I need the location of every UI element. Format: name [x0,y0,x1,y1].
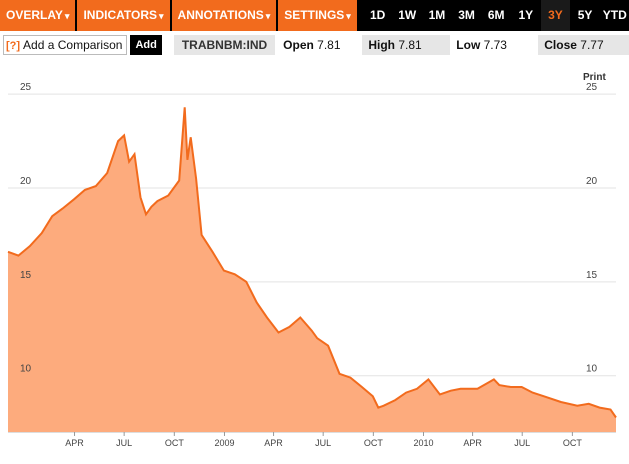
chevron-down-icon: ▾ [346,11,351,21]
x-tick-label: OCT [165,438,185,448]
range-button-3y[interactable]: 3Y [541,0,570,31]
add-comparison-field[interactable]: [?] Add a Comparison [3,35,128,55]
price-area-fill [8,107,616,433]
range-button-ytd[interactable]: YTD [600,0,629,31]
range-button-3m[interactable]: 3M [452,0,481,31]
annotations-menu-button[interactable]: ANNOTATIONS ▾ [171,0,277,31]
chevron-down-icon: ▾ [64,11,70,21]
range-button-6m[interactable]: 6M [481,0,511,31]
x-tick-label: JUL [315,438,331,448]
low-stat: Low 7.73 [456,38,507,52]
x-axis-ticks: APR JUL OCT 2009 APR JUL OCT 2010 APR JUL OCT [65,432,582,448]
high-stat: High 7.81 [362,35,451,55]
x-tick-label: 2009 [214,438,234,448]
price-chart: 10 10 15 15 20 20 25 25 APR JUL OCT 2009 APR JUL OCT 2… [0,66,629,459]
overlay-menu-button[interactable]: OVERLAY ▾ [0,0,76,31]
add-comparison-label: Add a Comparison [23,38,123,52]
y-tick-label-left: 10 [20,364,32,375]
add-button[interactable]: Add [130,35,162,55]
toolbar-gap [359,0,362,31]
range-button-1m[interactable]: 1M [422,0,452,31]
range-button-1w[interactable]: 1W [392,0,422,31]
range-button-1y[interactable]: 1Y [511,0,541,31]
x-tick-label: 2010 [413,438,433,448]
chevron-down-icon: ▾ [265,11,271,21]
x-tick-label: JUL [514,438,530,448]
x-tick-label: OCT [364,438,384,448]
chart-toolbar: OVERLAY ▾ INDICATORS ▾ ANNOTATIONS ▾ SETTIN… [0,0,629,31]
x-tick-label: APR [264,438,283,448]
y-tick-label-right: 15 [586,270,598,281]
quote-infobar: [?] Add a Comparison Add TRABNBM:IND Open… [0,33,629,57]
x-tick-label: JUL [116,438,132,448]
price-line [7,107,617,419]
y-tick-label-left: 15 [20,270,32,281]
settings-menu-button[interactable]: SETTINGS ▾ [278,0,357,31]
x-tick-label: APR [65,438,84,448]
ticker-symbol: TRABNBM:IND [173,35,276,55]
x-tick-label: APR [463,438,482,448]
y-tick-label-right: 10 [586,364,598,375]
close-stat: Close 7.77 [538,35,629,55]
x-tick-label: OCT [563,438,583,448]
chevron-down-icon: ▾ [159,11,164,21]
price-chart-svg: 10 10 15 15 20 20 25 25 APR JUL OCT 2009 APR JUL OCT 2… [7,72,617,448]
y-tick-label-left: 20 [20,176,32,187]
open-stat: Open 7.81 [283,38,341,52]
indicators-menu-button[interactable]: INDICATORS ▾ [77,0,170,31]
y-tick-label-right: 25 [586,82,598,93]
range-button-5y[interactable]: 5Y [570,0,600,31]
y-tick-label-left: 25 [20,82,32,93]
y-tick-label-right: 20 [586,176,598,187]
help-icon[interactable]: [?] [6,40,21,52]
y-axis-ticks: 10 10 15 15 20 20 25 25 [20,82,598,375]
print-link[interactable]: Print [583,72,606,83]
range-button-1d[interactable]: 1D [363,0,392,31]
